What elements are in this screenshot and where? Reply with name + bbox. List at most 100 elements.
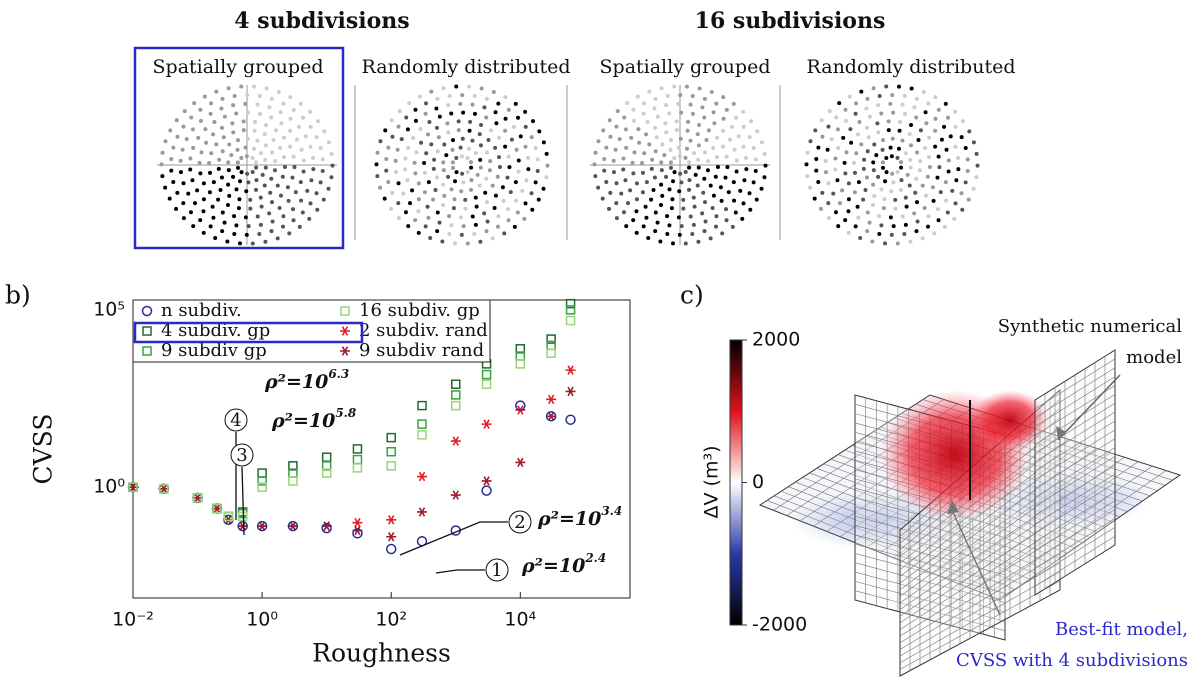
point [496, 214, 501, 219]
point [219, 175, 224, 180]
view-title: Randomly distributed [362, 56, 571, 78]
point [679, 224, 684, 229]
point [270, 150, 275, 155]
point [701, 190, 706, 195]
point [472, 111, 477, 116]
point [318, 180, 323, 185]
point [915, 219, 920, 224]
marker [321, 522, 332, 534]
point [259, 204, 264, 209]
point [523, 109, 528, 114]
point [923, 145, 928, 150]
point [222, 114, 227, 119]
point [732, 198, 737, 203]
point [496, 101, 501, 106]
point [509, 137, 514, 142]
x-tick-label: 10² [375, 609, 407, 631]
point [399, 137, 404, 142]
point [632, 150, 637, 155]
point [451, 165, 456, 170]
point [163, 185, 168, 190]
point [216, 166, 221, 171]
point [429, 89, 434, 94]
point [952, 216, 957, 221]
point [863, 188, 868, 193]
point [742, 178, 747, 183]
marker [565, 298, 576, 309]
point [663, 121, 668, 126]
point [396, 216, 401, 221]
point [260, 172, 265, 177]
point [926, 214, 931, 219]
point [890, 136, 895, 141]
point [508, 190, 513, 195]
point [440, 239, 445, 244]
callout-circle [224, 408, 248, 432]
point [244, 232, 249, 237]
point [924, 121, 929, 126]
point [290, 175, 295, 180]
point [936, 154, 941, 159]
point [741, 201, 746, 206]
point [529, 135, 534, 140]
point [396, 201, 401, 206]
point [490, 236, 495, 241]
point [923, 193, 928, 198]
point [226, 86, 231, 91]
point [751, 146, 756, 151]
point [506, 107, 511, 112]
point [463, 206, 468, 211]
point [545, 163, 550, 168]
point [630, 160, 635, 165]
point [231, 174, 236, 179]
point [211, 180, 216, 185]
point [245, 171, 250, 176]
point [884, 156, 889, 161]
point [278, 110, 283, 115]
point [653, 229, 658, 234]
marker [417, 419, 427, 429]
point [248, 197, 253, 202]
point [423, 101, 428, 106]
point [246, 110, 251, 115]
point [465, 241, 470, 246]
marker [287, 521, 298, 531]
point [244, 154, 249, 159]
point [308, 124, 313, 129]
point [888, 101, 893, 106]
marker [352, 454, 363, 465]
point [450, 160, 455, 165]
point [412, 160, 417, 165]
point [308, 144, 313, 149]
point [704, 137, 709, 142]
point [503, 116, 508, 121]
point [479, 122, 484, 127]
point [213, 236, 218, 241]
point [422, 160, 427, 165]
point [959, 135, 964, 140]
point [234, 223, 239, 228]
point [229, 153, 234, 158]
point [971, 186, 976, 191]
point [192, 201, 197, 206]
marker [352, 463, 363, 473]
point [473, 195, 478, 200]
point [942, 224, 947, 229]
point [959, 191, 964, 196]
point [660, 142, 665, 147]
point [461, 110, 466, 115]
point [303, 134, 308, 139]
point [837, 201, 842, 206]
point [658, 239, 663, 244]
point [423, 224, 428, 229]
annotation: CVSS with 4 subdivisions [956, 650, 1188, 671]
point [297, 224, 302, 229]
point [160, 150, 165, 155]
point [859, 142, 864, 147]
point [234, 187, 239, 192]
point [230, 121, 235, 126]
point [506, 154, 511, 159]
point [697, 86, 702, 91]
point [715, 155, 720, 160]
point [214, 142, 219, 147]
